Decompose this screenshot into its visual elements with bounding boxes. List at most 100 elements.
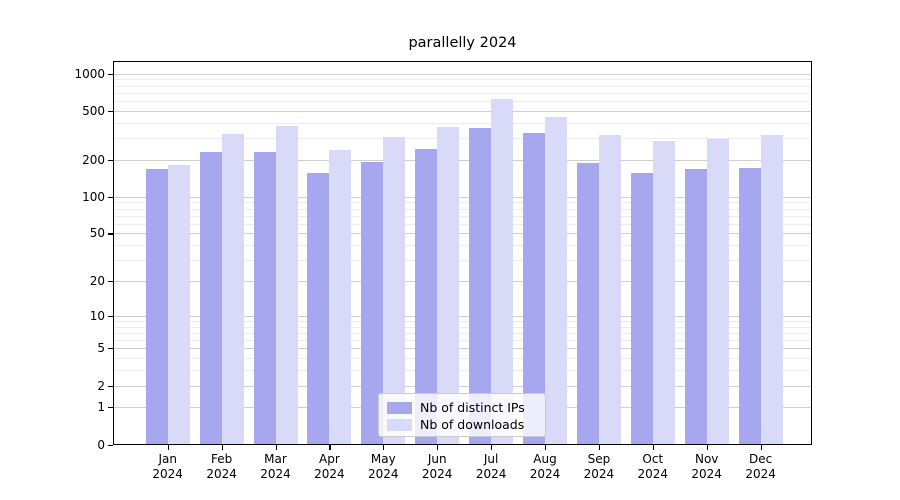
legend-item-distinct-ips: Nb of distinct IPs bbox=[387, 399, 537, 416]
y-tick bbox=[108, 444, 113, 446]
bar-distinct-ips bbox=[738, 167, 761, 445]
x-tick-label: Dec 2024 bbox=[745, 452, 776, 481]
minor-gridline bbox=[113, 358, 812, 360]
y-tick bbox=[108, 196, 113, 198]
x-tick-label: Oct 2024 bbox=[637, 452, 669, 481]
y-tick bbox=[108, 407, 113, 409]
y-tick-label: 500 bbox=[82, 103, 105, 118]
bar-distinct-ips bbox=[469, 128, 492, 445]
bar-distinct-ips bbox=[415, 148, 438, 445]
x-tick bbox=[437, 445, 439, 450]
major-gridline bbox=[113, 385, 812, 387]
bar-downloads bbox=[706, 139, 729, 445]
minor-gridline bbox=[113, 202, 812, 204]
x-tick bbox=[652, 445, 654, 450]
bar-downloads bbox=[221, 134, 244, 445]
plot-area: Nb of distinct IPs Nb of downloads bbox=[113, 61, 812, 445]
bar-downloads bbox=[545, 117, 567, 445]
y-tick bbox=[108, 348, 113, 350]
bar-distinct-ips bbox=[307, 173, 330, 445]
x-tick-label: Aug 2024 bbox=[529, 452, 561, 481]
x-tick bbox=[706, 445, 708, 450]
x-tick bbox=[598, 445, 601, 450]
legend: Nb of distinct IPs Nb of downloads bbox=[378, 393, 546, 437]
bar-downloads bbox=[491, 99, 514, 445]
major-gridline bbox=[113, 233, 812, 235]
x-tick-label: Jun 2024 bbox=[421, 452, 453, 481]
minor-gridline bbox=[113, 320, 812, 322]
y-tick-label: 100 bbox=[82, 189, 105, 204]
minor-gridline bbox=[113, 100, 812, 102]
bar-downloads bbox=[275, 125, 298, 445]
chart-title: parallelly 2024 bbox=[408, 35, 517, 51]
bar-downloads bbox=[760, 134, 783, 445]
bar-downloads bbox=[329, 150, 352, 445]
x-tick-label: Mar 2024 bbox=[260, 452, 291, 481]
y-tick bbox=[108, 73, 113, 75]
y-tick-label: 20 bbox=[89, 274, 105, 288]
minor-gridline bbox=[113, 223, 812, 225]
minor-gridline bbox=[113, 370, 812, 372]
minor-gridline bbox=[113, 122, 812, 124]
y-tick-label: 50 bbox=[89, 226, 105, 241]
y-tick-label: 0 bbox=[97, 437, 105, 452]
x-tick-label: Jan 2024 bbox=[152, 452, 183, 481]
y-tick-label: 1000 bbox=[74, 66, 105, 81]
y-tick bbox=[108, 315, 113, 317]
x-tick-label: Jul 2024 bbox=[475, 452, 507, 481]
bar-downloads bbox=[652, 140, 675, 445]
bar-distinct-ips bbox=[523, 132, 545, 445]
bar-distinct-ips bbox=[199, 152, 222, 445]
bar-distinct-ips bbox=[361, 161, 384, 445]
y-tick-label: 10 bbox=[89, 308, 105, 323]
bar-downloads bbox=[437, 126, 460, 445]
minor-gridline bbox=[113, 79, 812, 81]
legend-label-distinct-ips: Nb of distinct IPs bbox=[420, 400, 525, 415]
bar-distinct-ips bbox=[684, 168, 707, 445]
legend-swatch-downloads bbox=[387, 418, 412, 431]
y-tick-label: 200 bbox=[82, 152, 105, 167]
minor-gridline bbox=[113, 92, 812, 94]
bar-distinct-ips bbox=[630, 173, 653, 445]
x-tick bbox=[167, 445, 169, 450]
y-tick bbox=[108, 233, 113, 235]
y-tick bbox=[108, 385, 113, 387]
y-tick bbox=[108, 110, 113, 112]
x-tick-label: Sep 2024 bbox=[583, 452, 615, 481]
bar-distinct-ips bbox=[576, 163, 599, 445]
minor-gridline bbox=[113, 85, 812, 87]
x-tick bbox=[275, 445, 277, 450]
major-gridline bbox=[113, 110, 812, 112]
y-tick-label: 2 bbox=[97, 378, 105, 393]
x-tick-label: May 2024 bbox=[368, 452, 399, 481]
x-tick bbox=[383, 445, 385, 450]
major-gridline bbox=[113, 281, 812, 282]
y-tick bbox=[108, 159, 113, 161]
major-gridline bbox=[113, 159, 812, 161]
legend-label-downloads: Nb of downloads bbox=[420, 417, 525, 432]
bar-downloads bbox=[383, 136, 406, 445]
minor-gridline bbox=[113, 340, 812, 341]
y-tick-label: 5 bbox=[97, 341, 105, 356]
bar-downloads bbox=[598, 134, 621, 445]
bar-distinct-ips bbox=[253, 152, 276, 445]
x-tick bbox=[491, 445, 493, 450]
minor-gridline bbox=[113, 138, 812, 139]
x-tick-label: Feb 2024 bbox=[206, 452, 237, 481]
legend-swatch-distinct-ips bbox=[387, 401, 412, 414]
x-tick bbox=[545, 445, 547, 450]
minor-gridline bbox=[113, 326, 812, 328]
minor-gridline bbox=[113, 260, 812, 262]
x-tick-label: Apr 2024 bbox=[314, 452, 345, 481]
minor-gridline bbox=[113, 208, 812, 210]
major-gridline bbox=[113, 196, 812, 198]
major-gridline bbox=[113, 73, 812, 75]
y-tick-label: 1 bbox=[97, 400, 105, 415]
legend-item-downloads: Nb of downloads bbox=[387, 416, 537, 433]
y-tick bbox=[108, 281, 113, 283]
x-tick bbox=[221, 445, 223, 450]
minor-gridline bbox=[113, 215, 812, 217]
major-gridline bbox=[113, 348, 812, 350]
bar-distinct-ips bbox=[145, 169, 168, 445]
